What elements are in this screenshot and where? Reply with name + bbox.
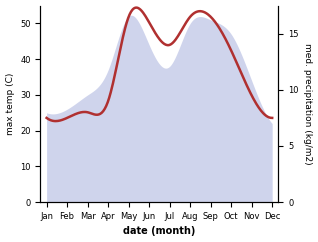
Y-axis label: max temp (C): max temp (C) bbox=[5, 73, 15, 135]
Y-axis label: med. precipitation (kg/m2): med. precipitation (kg/m2) bbox=[303, 43, 313, 165]
X-axis label: date (month): date (month) bbox=[123, 227, 196, 236]
